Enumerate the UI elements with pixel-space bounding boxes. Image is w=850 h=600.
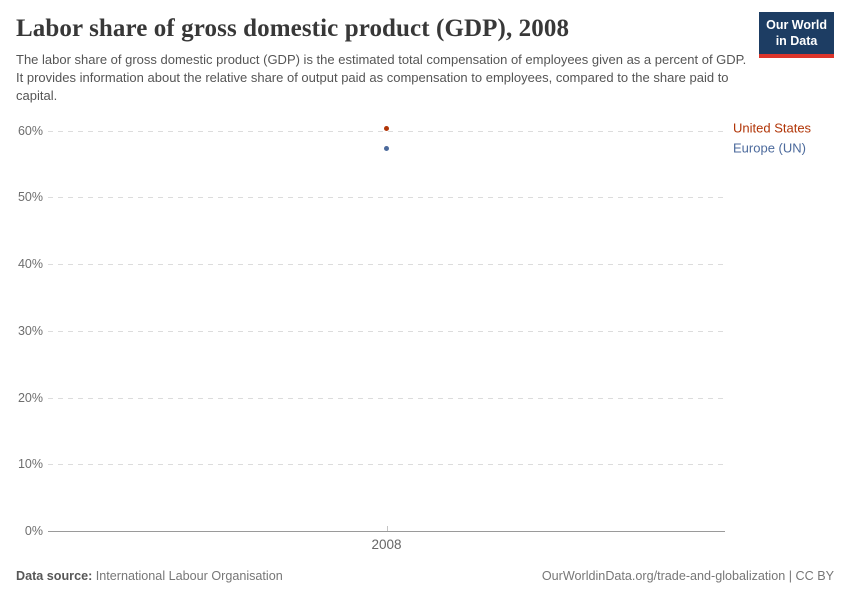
gridline-30 bbox=[48, 330, 725, 332]
y-tick-label-10: 10% bbox=[17, 457, 43, 472]
y-tick-label-50: 50% bbox=[17, 190, 43, 205]
gridline-60 bbox=[48, 130, 725, 132]
owid-logo-line2: in Data bbox=[775, 33, 818, 48]
data-source-label: Data source: bbox=[16, 569, 93, 583]
legend-label-united-states[interactable]: United States bbox=[733, 120, 812, 136]
page-title: Labor share of gross domestic product (G… bbox=[16, 15, 570, 42]
gridline-20 bbox=[48, 397, 725, 399]
y-tick-label-30: 30% bbox=[17, 323, 43, 338]
legend-label-europe-un[interactable]: Europe (UN) bbox=[733, 140, 806, 156]
y-tick-label-0: 0% bbox=[24, 524, 43, 538]
data-point-united-states[interactable] bbox=[384, 125, 389, 131]
credit-link[interactable]: OurWorldinData.org/trade-and-globalizati… bbox=[541, 569, 834, 583]
chart-subtitle: The labor share of gross domestic produc… bbox=[16, 52, 747, 103]
gridline-50 bbox=[48, 197, 725, 199]
y-tick-label-60: 60% bbox=[17, 123, 43, 138]
x-tick-label: 2008 bbox=[371, 537, 402, 552]
data-point-europe-un[interactable] bbox=[384, 145, 389, 151]
x-tick-mark bbox=[386, 526, 388, 531]
data-source: Data source: International Labour Organi… bbox=[16, 569, 283, 583]
y-tick-label-40: 40% bbox=[17, 257, 43, 272]
x-axis-line bbox=[48, 531, 725, 532]
owid-logo-line1: Our World bbox=[766, 18, 827, 32]
gridline-10 bbox=[48, 464, 725, 466]
data-source-value: International Labour Organisation bbox=[95, 569, 283, 583]
gridline-40 bbox=[48, 264, 725, 266]
owid-logo[interactable]: Our World in Data bbox=[759, 12, 834, 59]
y-tick-label-20: 20% bbox=[17, 390, 43, 405]
